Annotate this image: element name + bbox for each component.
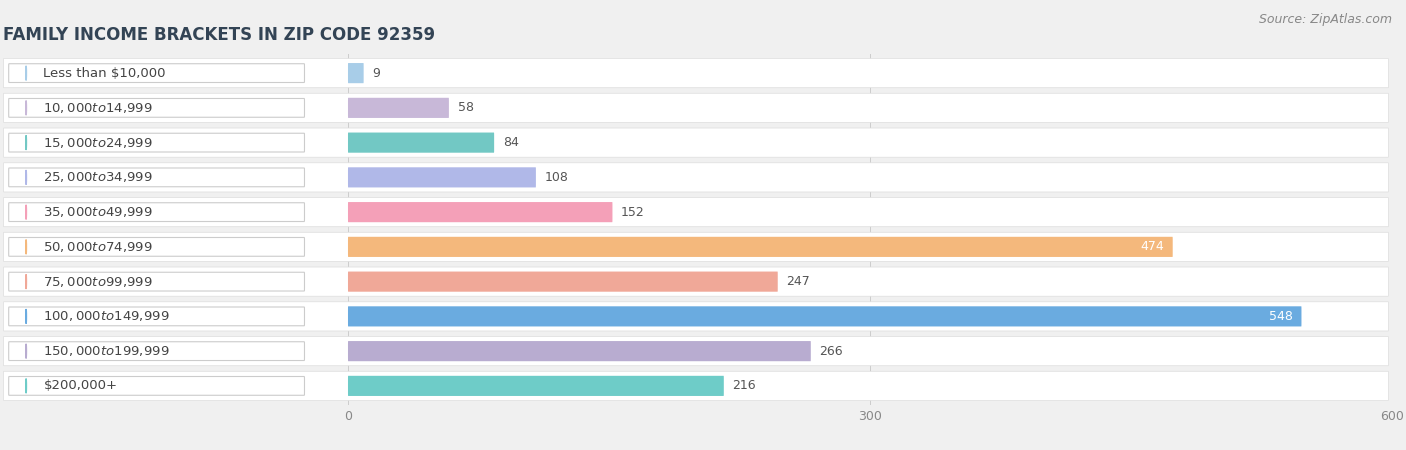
FancyBboxPatch shape [3,267,1389,296]
Text: $35,000 to $49,999: $35,000 to $49,999 [44,205,153,219]
FancyBboxPatch shape [3,232,1389,261]
Text: 9: 9 [373,67,380,80]
Text: 84: 84 [503,136,519,149]
FancyBboxPatch shape [349,237,1173,257]
FancyBboxPatch shape [3,128,1389,157]
FancyBboxPatch shape [8,64,305,82]
FancyBboxPatch shape [349,271,778,292]
FancyBboxPatch shape [349,98,449,118]
FancyBboxPatch shape [349,133,494,153]
FancyBboxPatch shape [3,371,1389,400]
FancyBboxPatch shape [349,376,724,396]
Text: $25,000 to $34,999: $25,000 to $34,999 [44,171,153,184]
Text: 108: 108 [544,171,568,184]
Text: 548: 548 [1268,310,1292,323]
FancyBboxPatch shape [8,377,305,395]
Text: 216: 216 [733,379,756,392]
FancyBboxPatch shape [3,337,1389,366]
Text: 474: 474 [1140,240,1164,253]
Text: 58: 58 [457,101,474,114]
Text: 266: 266 [820,345,844,358]
Text: $150,000 to $199,999: $150,000 to $199,999 [44,344,170,358]
Text: 152: 152 [621,206,645,219]
FancyBboxPatch shape [3,163,1389,192]
FancyBboxPatch shape [349,341,811,361]
FancyBboxPatch shape [8,272,305,291]
Text: $100,000 to $149,999: $100,000 to $149,999 [44,310,170,324]
FancyBboxPatch shape [8,133,305,152]
FancyBboxPatch shape [349,306,1302,326]
Text: $15,000 to $24,999: $15,000 to $24,999 [44,135,153,149]
FancyBboxPatch shape [8,203,305,221]
Text: $200,000+: $200,000+ [44,379,118,392]
Text: $75,000 to $99,999: $75,000 to $99,999 [44,274,153,288]
Text: FAMILY INCOME BRACKETS IN ZIP CODE 92359: FAMILY INCOME BRACKETS IN ZIP CODE 92359 [3,26,436,44]
FancyBboxPatch shape [3,93,1389,122]
FancyBboxPatch shape [349,167,536,188]
FancyBboxPatch shape [8,307,305,326]
FancyBboxPatch shape [8,342,305,360]
FancyBboxPatch shape [8,238,305,256]
Text: $50,000 to $74,999: $50,000 to $74,999 [44,240,153,254]
FancyBboxPatch shape [8,99,305,117]
Text: Less than $10,000: Less than $10,000 [44,67,166,80]
FancyBboxPatch shape [349,63,364,83]
Text: 247: 247 [786,275,810,288]
FancyBboxPatch shape [3,302,1389,331]
Text: Source: ZipAtlas.com: Source: ZipAtlas.com [1258,14,1392,27]
FancyBboxPatch shape [3,58,1389,88]
FancyBboxPatch shape [3,198,1389,227]
FancyBboxPatch shape [8,168,305,187]
Text: $10,000 to $14,999: $10,000 to $14,999 [44,101,153,115]
FancyBboxPatch shape [349,202,613,222]
